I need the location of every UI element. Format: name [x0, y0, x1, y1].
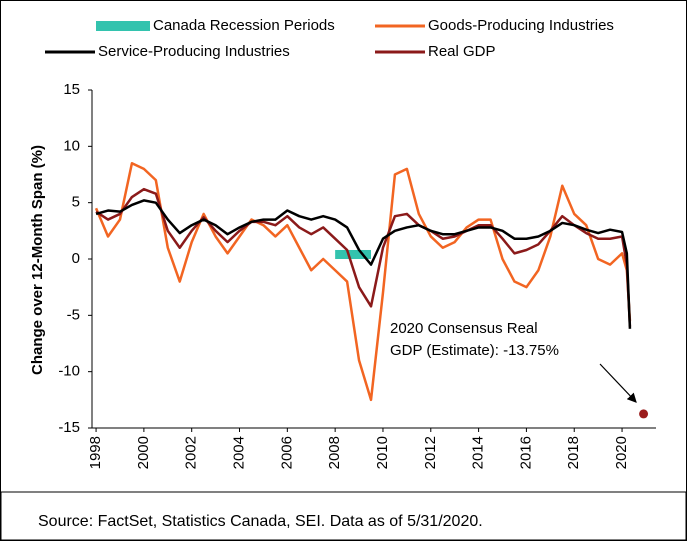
y-tick-label: -5 [67, 306, 80, 323]
legend-label: Service-Producing Industries [98, 43, 290, 60]
source-box [0, 491, 687, 541]
y-tick-label: 0 [72, 250, 80, 267]
x-tick-label: 2012 [422, 436, 439, 469]
y-tick-label: 15 [63, 81, 80, 98]
x-tick-label: 2016 [517, 436, 534, 469]
y-axis-title: Change over 12-Month Span (%) [29, 145, 46, 375]
annotation: GDP (Estimate): -13.75% [390, 342, 559, 359]
legend-label: Real GDP [428, 43, 496, 60]
x-tick-label: 2006 [278, 436, 295, 469]
legend-label: Canada Recession Periods [153, 17, 335, 34]
legend-swatch [96, 21, 150, 31]
estimate-point [639, 409, 649, 419]
annotation: 2020 Consensus Real [390, 320, 538, 337]
series-line [95, 199, 632, 329]
series-line [94, 161, 632, 402]
x-tick-label: 2002 [183, 436, 200, 469]
x-tick-label: 2008 [326, 436, 343, 469]
x-tick-label: 1998 [87, 436, 104, 469]
y-tick-label: 10 [63, 137, 80, 154]
x-tick-label: 2014 [470, 436, 487, 469]
x-tick-label: 2020 [613, 436, 630, 469]
y-tick-label: -10 [58, 363, 80, 380]
source: Source: FactSet, Statistics Canada, SEI.… [38, 513, 483, 530]
x-tick-label: 2004 [230, 436, 247, 469]
legend-label: Goods-Producing Industries [428, 17, 614, 34]
x-tick-label: 2000 [135, 436, 152, 469]
x-tick-label: 2010 [374, 436, 391, 469]
series-line [95, 187, 632, 327]
x-tick-label: 2018 [565, 436, 582, 469]
y-tick-label: -15 [58, 419, 80, 436]
recession-bar [335, 249, 372, 259]
annotation-arrow [599, 363, 637, 403]
y-tick-label: 5 [72, 194, 80, 211]
